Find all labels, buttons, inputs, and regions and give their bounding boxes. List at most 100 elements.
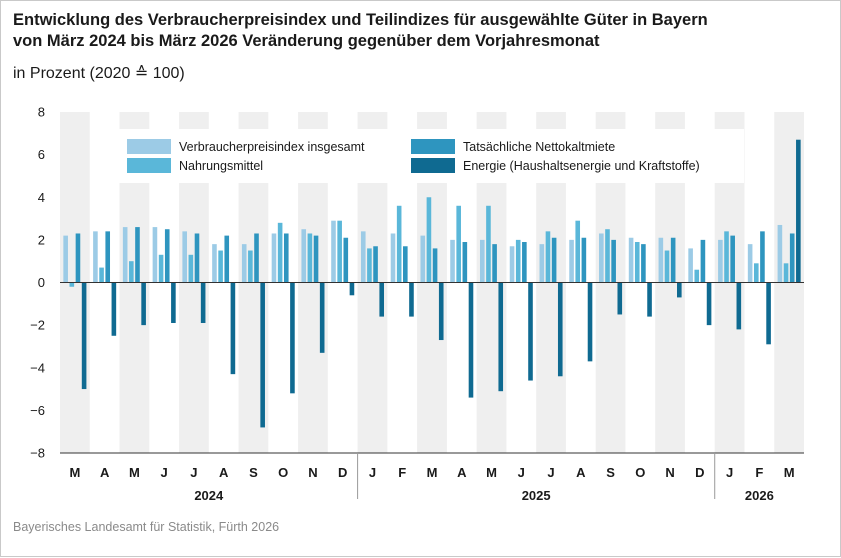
bar [129,261,134,283]
bar [290,282,295,394]
bar [486,205,491,283]
legend-swatch [411,158,455,173]
x-tick-label: J [369,465,376,480]
bar [605,229,610,283]
chart-subtitle: in Prozent (2020 ≙ 100) [13,65,185,82]
y-tick-label: −2 [30,318,45,333]
bar [319,282,325,353]
bar [641,244,646,283]
bar [670,237,676,283]
bar [677,282,682,298]
bar [260,282,265,428]
y-tick-label: 0 [38,275,45,290]
y-tick-label: 8 [38,105,45,120]
bar [557,282,563,377]
bar [479,239,485,283]
bar [730,235,735,283]
bar [783,263,789,283]
y-tick-label: −6 [30,403,45,418]
bar [200,282,206,323]
bar [122,227,128,283]
y-tick-label: 4 [38,190,45,205]
bar [777,224,783,283]
bar [188,254,194,283]
bar [736,282,742,330]
bar [796,139,801,283]
bar [706,282,712,326]
bar [647,282,652,317]
legend-label: Energie (Haushaltsenergie und Kraftstoff… [463,159,700,173]
axes: 8 6 4 2 0 −2 −4 −6 −8 M A M J J A S O N D J F M A M J J A S O N D J F M 20… [30,105,804,503]
bar [135,227,140,283]
bar [587,282,593,362]
x-tick-label: S [606,465,615,480]
bar [152,227,158,283]
bar [634,242,640,283]
bar [539,244,545,283]
bar [164,229,170,283]
x-tick-label: A [219,465,229,480]
bar [403,246,408,283]
bar [224,235,230,283]
bar [396,205,402,283]
bar [617,282,623,315]
bar [373,246,378,283]
bars [63,139,801,428]
bar [747,244,753,283]
x-tick-label: O [278,465,288,480]
bar [569,239,574,283]
y-tick-label: 6 [38,147,45,162]
bar [307,233,313,283]
bar [81,282,87,390]
bar [283,233,289,283]
bar [360,231,366,283]
bar [581,237,587,283]
y-tick-label: −4 [30,360,45,375]
bar [99,267,104,283]
bar [93,231,98,283]
bar [367,248,372,283]
bar [105,231,111,283]
bar [515,239,521,283]
x-tick-label: A [576,465,586,480]
x-tick-label: J [161,465,168,480]
x-tick-label: M [784,465,795,480]
bar [301,229,307,283]
x-tick-label: D [695,465,704,480]
bar [75,233,81,283]
x-tick-label: M [486,465,497,480]
year-label: 2026 [745,488,774,503]
x-tick-label: J [518,465,525,480]
bar [628,237,634,283]
x-tick-label: J [726,465,733,480]
bar [688,248,693,283]
bar [432,248,438,283]
x-tick-label: O [635,465,645,480]
bar [379,282,385,317]
bar [789,233,795,283]
x-tick-label: J [547,465,554,480]
chart-title-line-1: Entwicklung des Verbraucherpreisindex un… [13,11,708,29]
bar [575,220,581,283]
bar [450,239,455,283]
x-tick-label: A [100,465,110,480]
bar [492,244,497,283]
legend-label: Nahrungsmittel [179,159,263,173]
bar [522,242,527,283]
bar [700,239,706,283]
bar [182,231,187,283]
x-tick-label: D [338,465,347,480]
bar [456,205,461,283]
x-tick-label: M [427,465,438,480]
x-tick-label: N [308,465,317,480]
chart-title: Entwicklung des Verbraucherpreisindex un… [13,10,823,52]
legend-swatch [411,139,455,154]
bar [141,282,146,326]
bar [218,250,223,283]
bar [158,254,164,283]
legend-label: Tatsächliche Nettokaltmiete [463,140,615,154]
year-label: 2024 [194,488,224,503]
x-tick-label: N [665,465,674,480]
